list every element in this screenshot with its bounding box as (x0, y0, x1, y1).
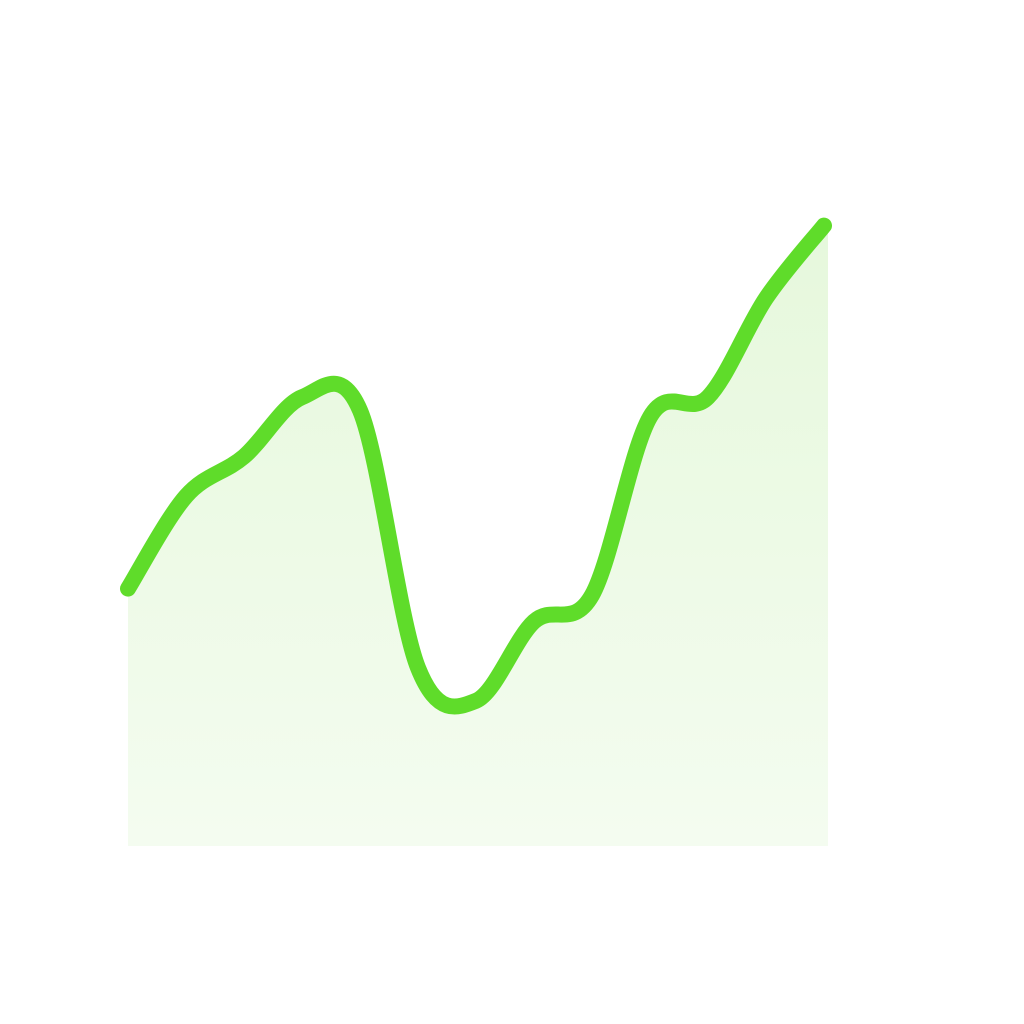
plot-area (120, 217, 832, 847)
series-line (120, 217, 832, 715)
series-area-fill (128, 225, 828, 847)
